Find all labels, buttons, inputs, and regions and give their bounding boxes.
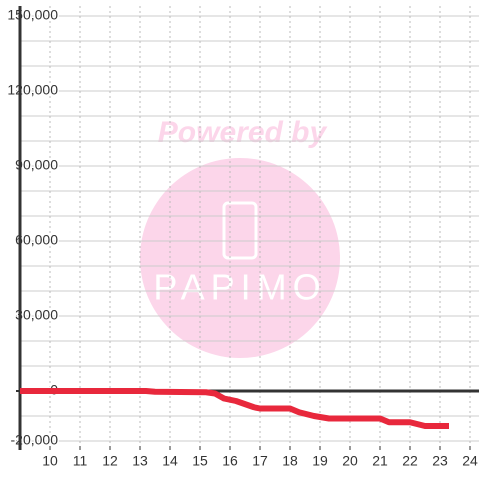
y-tick-label: 120,000 xyxy=(7,82,58,98)
x-tick-label: 23 xyxy=(432,453,448,469)
x-tick-label: 13 xyxy=(132,453,148,469)
x-tick-label: 22 xyxy=(402,453,418,469)
watermark-brand: PAPIMO xyxy=(153,267,326,308)
watermark-title: Powered by xyxy=(158,116,328,149)
y-tick-label: 60,000 xyxy=(15,232,58,248)
watermark-icon xyxy=(222,201,258,260)
x-tick-label: 15 xyxy=(192,453,208,469)
x-tick-label: 19 xyxy=(312,453,328,469)
x-tick-label: 14 xyxy=(162,453,178,469)
x-tick-label: 12 xyxy=(102,453,118,469)
x-tick-label: 18 xyxy=(282,453,298,469)
y-tick-label: -20,000 xyxy=(11,432,59,448)
x-tick-label: 21 xyxy=(372,453,388,469)
y-tick-label: 150,000 xyxy=(7,7,58,23)
x-tick-label: 11 xyxy=(73,453,88,469)
x-tick-label: 24 xyxy=(462,453,478,469)
x-tick-label: 20 xyxy=(342,453,358,469)
line-series xyxy=(20,388,449,429)
y-tick-label: 30,000 xyxy=(15,307,58,323)
x-tick-label: 16 xyxy=(222,453,238,469)
x-tick-label: 10 xyxy=(42,453,58,469)
y-tick-label: 90,000 xyxy=(15,157,58,173)
x-tick-label: 17 xyxy=(252,453,268,469)
